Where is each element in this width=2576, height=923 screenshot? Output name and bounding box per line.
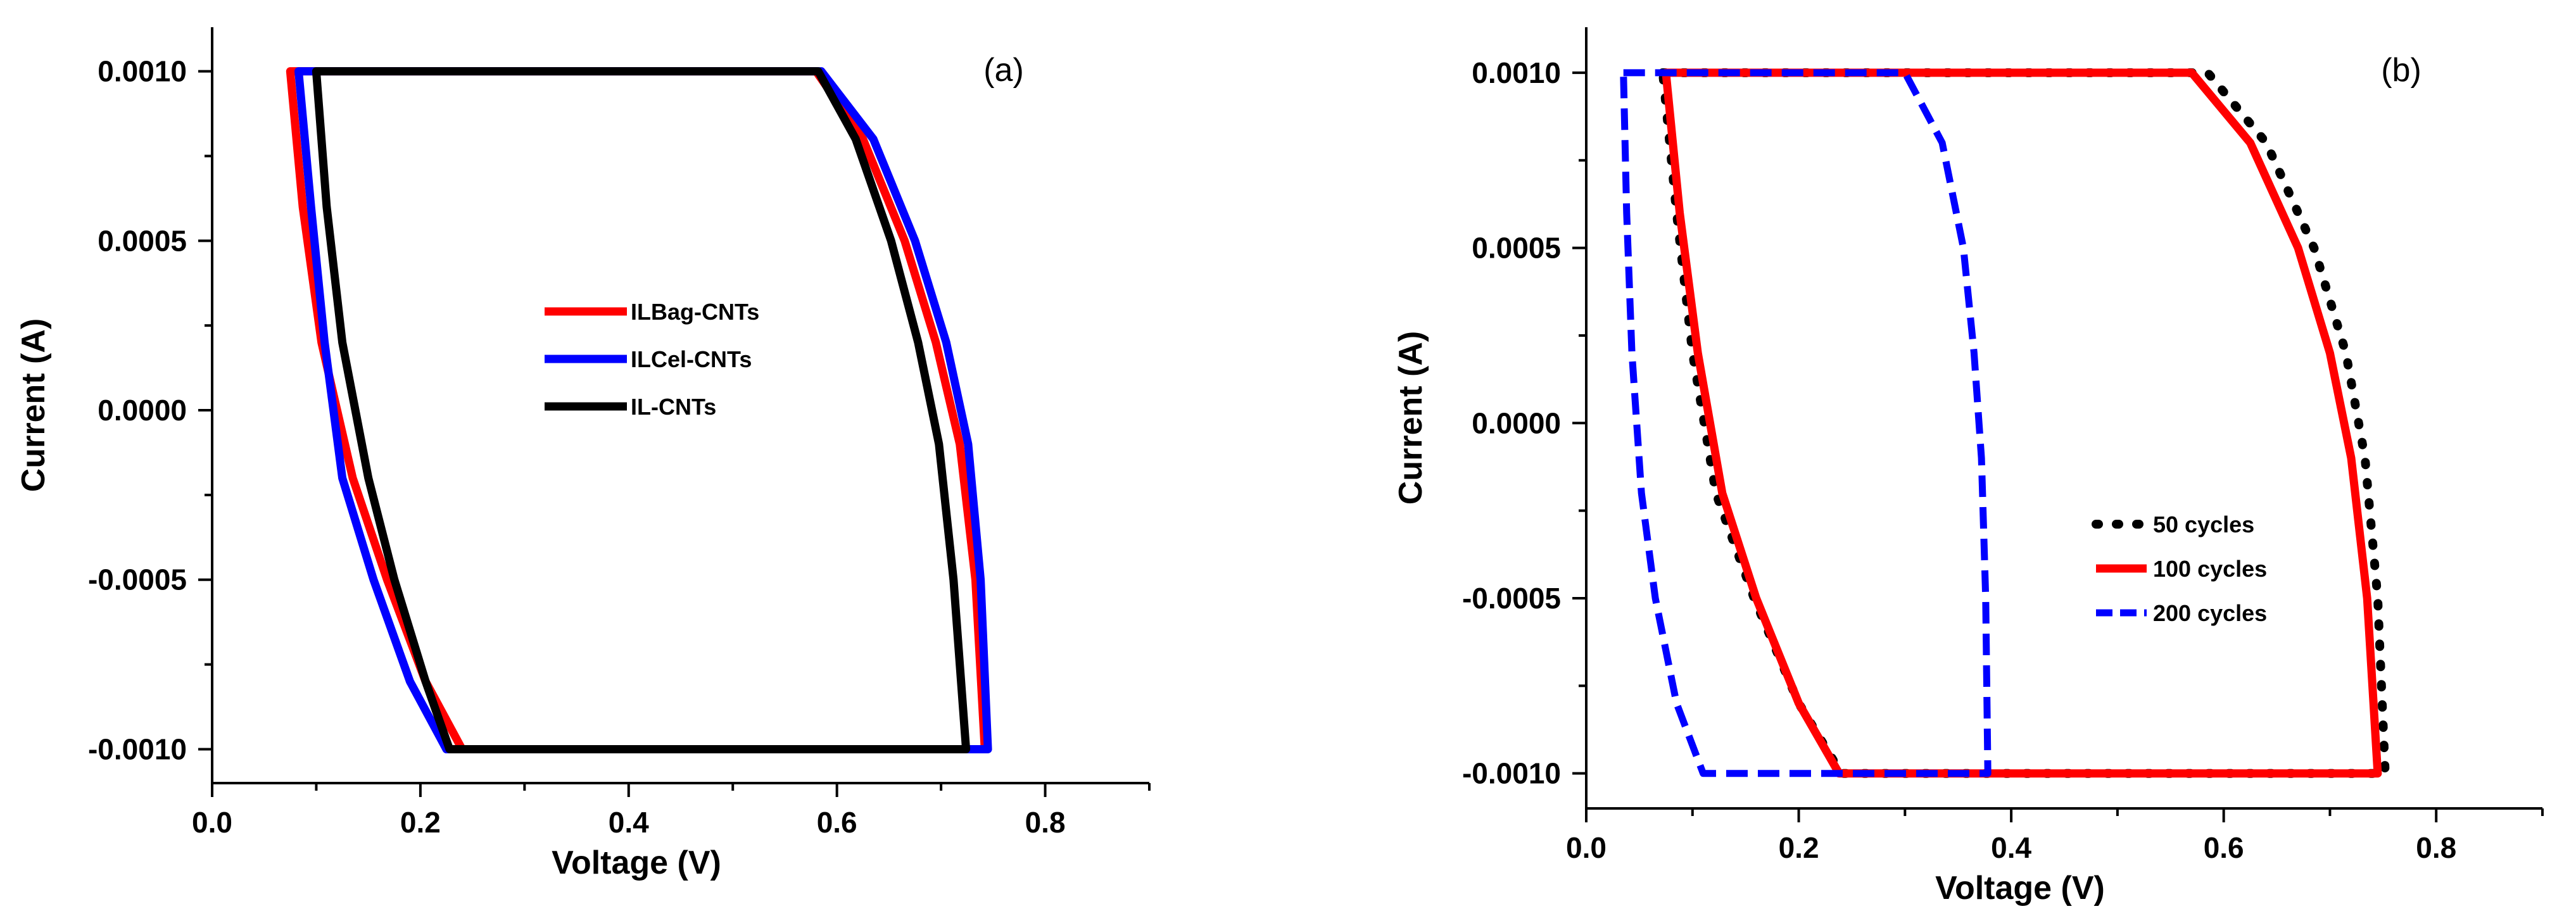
legend: ILBag-CNTs ILCel-CNTs IL-CNTs — [545, 299, 759, 420]
x-tick-label: 0.6 — [817, 806, 857, 839]
x-axis-title: Voltage (V) — [552, 845, 721, 881]
legend-label: ILBag-CNTs — [631, 299, 759, 325]
y-tick-label: -0.0010 — [1462, 757, 1561, 790]
x-tick-label: 0.8 — [2416, 831, 2456, 864]
chart-panel-a: 0.0 0.2 0.4 0.6 0.8 0.0010 0.0005 0.0000 -0.0005… — [15, 27, 1151, 881]
x-axis-title: Voltage (V) — [1935, 870, 2105, 907]
series-line-il-cnts — [312, 67, 971, 753]
legend-label: IL-CNTs — [631, 394, 716, 420]
y-tick-label: 0.0005 — [98, 224, 187, 257]
x-tick-label: 0.8 — [1025, 806, 1066, 839]
x-tick-label: 0.2 — [400, 806, 441, 839]
y-tick-label: 0.0000 — [98, 394, 187, 427]
y-tick-label: 0.0005 — [1472, 232, 1561, 265]
legend-label: 200 cycles — [2153, 600, 2267, 626]
series-line-ilcel-cnts — [294, 67, 992, 753]
legend-label: ILCel-CNTs — [631, 346, 752, 372]
series-line-50-cycles — [1658, 68, 2390, 778]
x-tick-label: 0.4 — [609, 806, 649, 839]
x-tick-label: 0.0 — [192, 806, 232, 839]
chart-panel-b: 0.0 0.2 0.4 0.6 0.8 0.0010 0.0005 0.0000 -0.0005… — [1392, 27, 2544, 907]
y-tick-label: 0.0010 — [98, 55, 187, 88]
series-line-100-cycles — [1662, 68, 2382, 778]
x-tick-label: 0.2 — [1779, 831, 1819, 864]
legend: 50 cycles 100 cycles 200 cycles — [2092, 512, 2267, 626]
x-tick-label: 0.0 — [1566, 831, 1607, 864]
x-tick-label: 0.4 — [1991, 831, 2031, 864]
legend-label: 50 cycles — [2153, 512, 2254, 537]
panel-label: (a) — [983, 52, 1024, 89]
y-tick-label: 0.0000 — [1472, 406, 1561, 439]
x-tick-label: 0.6 — [2204, 831, 2244, 864]
y-tick-label: -0.0005 — [1462, 582, 1561, 615]
y-axis-title: Current (A) — [1392, 331, 1429, 505]
y-tick-label: -0.0005 — [88, 563, 187, 596]
y-axis-title: Current (A) — [15, 318, 52, 492]
y-tick-label: 0.0010 — [1472, 56, 1561, 89]
series-line-200-cycles — [1620, 69, 1992, 777]
panel-label: (b) — [2381, 52, 2421, 89]
y-tick-label: -0.0010 — [88, 732, 187, 765]
legend-label: 100 cycles — [2153, 556, 2267, 582]
